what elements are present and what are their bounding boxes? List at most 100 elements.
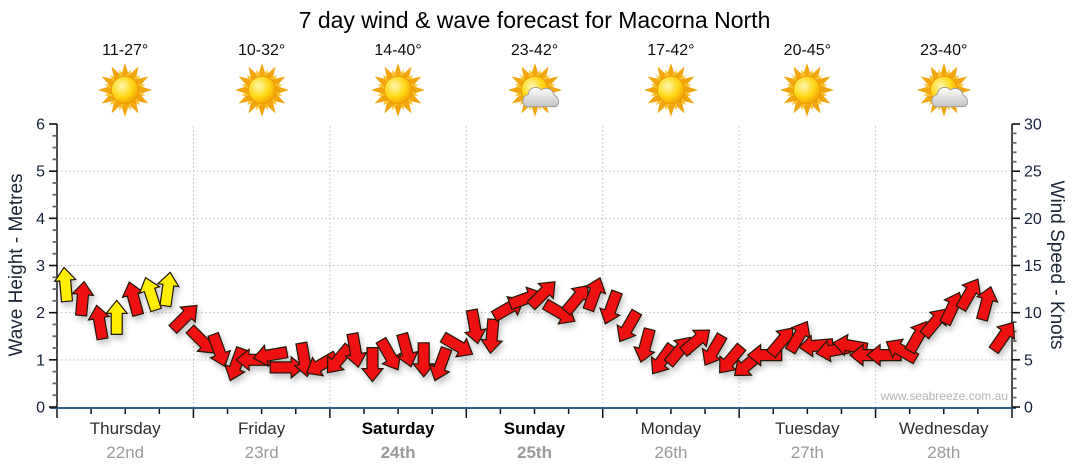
day-name: Tuesday <box>775 419 840 438</box>
wind-arrow <box>526 281 556 311</box>
temperature-range: 20-45° <box>783 42 831 59</box>
wind-tick-label: 30 <box>1024 117 1042 134</box>
sun-cloud-icon <box>916 63 971 117</box>
day-label: Thursday 22nd <box>90 419 161 463</box>
temperature-range: 17-42° <box>647 42 695 59</box>
wave-tick-label: 6 <box>36 117 45 134</box>
wave-axis-title: Wave Height - Metres <box>6 173 27 357</box>
wind-tick-label: 5 <box>1024 352 1033 369</box>
temperature-range: 23-40° <box>920 42 968 59</box>
forecast-day: 23-42° <box>470 42 600 119</box>
day-name: Friday <box>238 419 286 438</box>
wind-arrow <box>71 280 95 317</box>
wind-arrow <box>650 341 678 375</box>
wind-tick-label: 10 <box>1024 305 1042 322</box>
day-label: Monday 26th <box>641 419 701 463</box>
day-date: 22nd <box>106 443 145 462</box>
sun-glyph <box>234 63 289 117</box>
wind-arrow <box>252 344 289 368</box>
gridlines <box>57 126 1012 407</box>
wind-arrow <box>168 304 198 335</box>
forecast-day: 14-40° <box>333 42 463 119</box>
wave-tick-label: 0 <box>36 400 45 417</box>
day-date: 26th <box>654 443 688 462</box>
forecast-day: 11-27° <box>60 42 190 119</box>
wind-arrow <box>479 318 504 355</box>
wind-arrow <box>360 347 385 383</box>
sun-icon <box>234 63 289 117</box>
wind-tick-label: 0 <box>1024 400 1033 417</box>
sun-icon <box>98 63 153 117</box>
wave-tick-label: 5 <box>36 164 45 181</box>
temperature-range: 10-32° <box>237 42 286 59</box>
forecast-day: 20-45° <box>742 42 872 119</box>
wave-tick-label: 3 <box>36 258 45 275</box>
wind-arrow <box>633 327 656 364</box>
wind-arrow <box>885 338 920 365</box>
wind-tick-label: 15 <box>1024 258 1042 275</box>
wind-arrow <box>463 308 487 345</box>
watermark: www.seabreeze.com.au <box>880 389 1008 403</box>
wind-arrow <box>87 304 111 341</box>
wind-arrow <box>207 331 232 368</box>
day-date: 28th <box>927 443 961 462</box>
wind-arrow <box>411 342 436 378</box>
wind-arrow <box>679 329 711 357</box>
day-date: 23rd <box>244 443 279 462</box>
axes <box>49 123 1020 418</box>
wind-arrow <box>598 289 623 325</box>
sun-icon <box>371 63 425 117</box>
day-name: Wednesday <box>899 419 989 438</box>
forecast-day: 17-42° <box>606 42 736 119</box>
wind-tick-label: 20 <box>1024 211 1042 228</box>
sun-glyph <box>371 63 425 117</box>
cloud-glyph <box>522 86 559 108</box>
forecast-day: 10-32° <box>197 42 327 119</box>
wave-tick-label: 4 <box>36 211 45 228</box>
day-date: 24th <box>380 443 416 462</box>
cloud-glyph <box>931 86 968 108</box>
wind-arrow <box>344 332 368 369</box>
wind-arrow <box>988 321 1016 355</box>
day-name: Sunday <box>503 419 566 438</box>
sun-glyph <box>98 63 153 117</box>
sun-glyph <box>780 63 835 117</box>
wind-arrow <box>439 331 474 358</box>
sun-icon <box>780 63 835 117</box>
wind-axis-title: Wind Speed - Knots <box>1046 180 1067 350</box>
day-name: Saturday <box>361 419 435 438</box>
day-date: 25th <box>517 443 552 462</box>
wind-tick-label: 25 <box>1024 164 1042 181</box>
wind-arrow <box>396 331 419 368</box>
wind-arrow <box>428 345 453 382</box>
wind-arrow <box>156 271 180 308</box>
temperature-range: 23-42° <box>510 42 559 59</box>
day-label: Sunday 25th <box>504 419 565 463</box>
day-label: Saturday 24th <box>362 419 435 463</box>
wave-tick-label: 2 <box>36 305 45 322</box>
wind-arrow <box>104 299 129 335</box>
day-name: Monday <box>640 419 702 438</box>
day-date: 27th <box>790 443 824 462</box>
sun-glyph <box>643 63 698 117</box>
chart-title: 7 day wind & wave forecast for Macorna N… <box>298 7 771 33</box>
wind-arrow <box>53 266 77 303</box>
wind-arrow <box>975 285 999 322</box>
wind-arrow <box>269 355 306 380</box>
wind-arrow <box>375 336 402 371</box>
wind-arrow <box>138 276 163 313</box>
sun-icon <box>643 63 698 117</box>
day-label: Wednesday 28th <box>899 419 988 463</box>
day-name: Thursday <box>89 419 161 438</box>
wind-arrows-layer <box>53 266 1016 383</box>
wind-arrow <box>919 308 947 340</box>
day-label: Tuesday 27th <box>775 419 840 463</box>
wind-arrow <box>582 276 607 313</box>
temperature-range: 11-27° <box>102 42 149 59</box>
sun-cloud-icon <box>507 63 562 117</box>
wave-tick-label: 1 <box>36 352 45 369</box>
day-label: Friday 23rd <box>238 419 285 463</box>
forecast-day: 23-40° <box>879 42 1009 119</box>
temperature-range: 14-40° <box>374 42 422 59</box>
